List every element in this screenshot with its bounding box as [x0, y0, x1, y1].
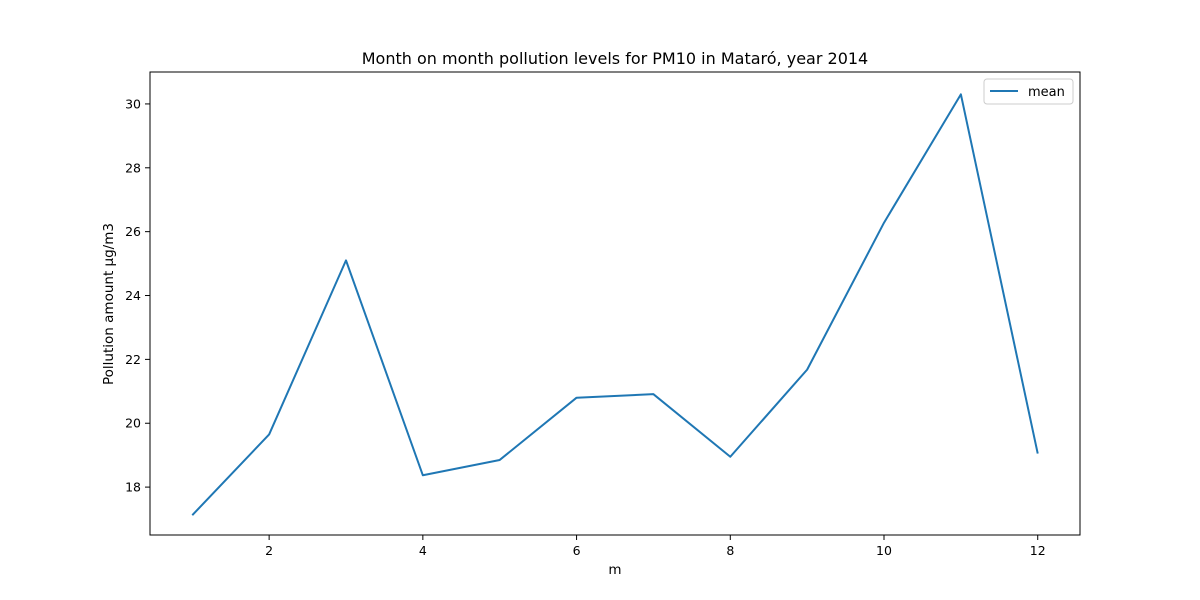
legend-box: [983, 78, 1074, 105]
y-axis-label: Pollution amount μg/m3: [101, 223, 117, 385]
x-tick-label: 8: [726, 543, 734, 558]
y-tick-label: 28: [125, 160, 141, 175]
x-axis-label: m: [608, 562, 621, 578]
y-tick-label: 18: [125, 480, 141, 495]
x-tick-label: 10: [876, 543, 892, 558]
legend: mean: [983, 78, 1074, 105]
plot-frame: [149, 71, 1081, 536]
plot-area: [191, 93, 1039, 516]
y-axis: 18 20 22 24 26 28 30: [125, 96, 150, 495]
x-tick-label: 6: [573, 543, 581, 558]
legend-label: mean: [1028, 85, 1065, 100]
y-tick-label: 26: [125, 224, 141, 239]
y-tick-label: 22: [125, 352, 141, 367]
series-line-mean: [191, 93, 1039, 516]
y-tick-label: 20: [125, 416, 141, 431]
x-axis: 2 4 6 8 10 12: [265, 535, 1046, 558]
chart-title: Month on month pollution levels for PM10…: [362, 49, 868, 68]
y-tick-label: 30: [125, 96, 141, 111]
y-tick-label: 24: [125, 288, 141, 303]
x-tick-label: 4: [419, 543, 427, 558]
x-tick-label: 2: [265, 543, 273, 558]
x-tick-label: 12: [1030, 543, 1046, 558]
